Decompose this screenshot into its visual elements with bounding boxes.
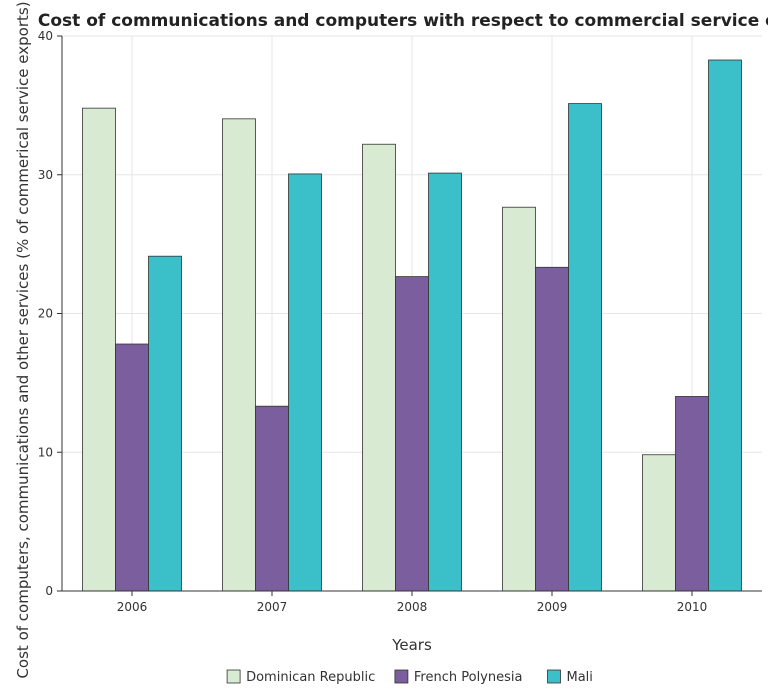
legend: Dominican Republic French Polynesia Mali xyxy=(226,669,593,685)
x-tick-label: 2006 xyxy=(117,600,148,614)
bar-dominican-republic-2007 xyxy=(222,118,256,592)
legend-label: Mali xyxy=(567,670,593,685)
legend-label: Dominican Republic xyxy=(246,670,375,685)
bar-dominican-republic-2006 xyxy=(82,107,116,592)
y-tick-label: 40 xyxy=(38,29,53,43)
legend-swatch xyxy=(547,669,561,684)
x-tick-label: 2008 xyxy=(397,600,428,614)
x-axis-label: Years xyxy=(391,636,432,654)
axes: 0 10 20 30 40 2006 2007 2008 2009 2010 xyxy=(38,29,762,614)
bar-mali-2007 xyxy=(288,173,322,592)
y-tick-label: 20 xyxy=(38,307,53,321)
x-tick-label: 2007 xyxy=(257,600,288,614)
bar-french-polynesia-2007 xyxy=(255,405,289,592)
legend-swatch xyxy=(226,669,241,684)
bar-dominican-republic-2008 xyxy=(362,143,396,592)
bar-mali-2009 xyxy=(568,103,602,592)
bar-french-polynesia-2010 xyxy=(675,396,709,592)
y-tick-label: 30 xyxy=(38,168,53,182)
y-tick-label: 0 xyxy=(45,584,53,598)
bar-french-polynesia-2006 xyxy=(115,343,149,592)
bar-mali-2008 xyxy=(428,172,462,592)
x-tick-label: 2010 xyxy=(677,600,708,614)
bar-dominican-republic-2009 xyxy=(502,206,536,592)
bar-french-polynesia-2009 xyxy=(535,266,569,592)
y-tick-label: 10 xyxy=(38,445,53,459)
bars xyxy=(82,59,742,592)
bar-mali-2010 xyxy=(708,59,742,592)
legend-swatch xyxy=(394,669,409,684)
bar-mali-2006 xyxy=(148,255,182,592)
x-tick-label: 2009 xyxy=(537,600,568,614)
bar-dominican-republic-2010 xyxy=(642,454,676,592)
y-axis-label: Cost of computers, communications and ot… xyxy=(14,1,32,678)
bar-french-polynesia-2008 xyxy=(395,276,429,592)
legend-label: French Polynesia xyxy=(414,670,523,685)
chart-title: Cost of communications and computers wit… xyxy=(38,11,768,31)
